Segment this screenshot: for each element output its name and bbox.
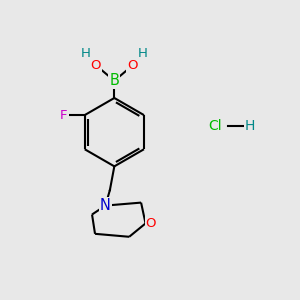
Text: N: N bbox=[100, 198, 111, 213]
Text: H: H bbox=[138, 47, 148, 61]
Text: O: O bbox=[128, 59, 138, 72]
Text: F: F bbox=[60, 109, 68, 122]
Text: O: O bbox=[146, 217, 156, 230]
Text: Cl: Cl bbox=[208, 119, 222, 133]
Text: B: B bbox=[110, 73, 119, 88]
Text: H: H bbox=[245, 119, 255, 133]
Text: H: H bbox=[81, 47, 90, 61]
Text: O: O bbox=[91, 59, 101, 72]
Text: N: N bbox=[100, 198, 111, 213]
